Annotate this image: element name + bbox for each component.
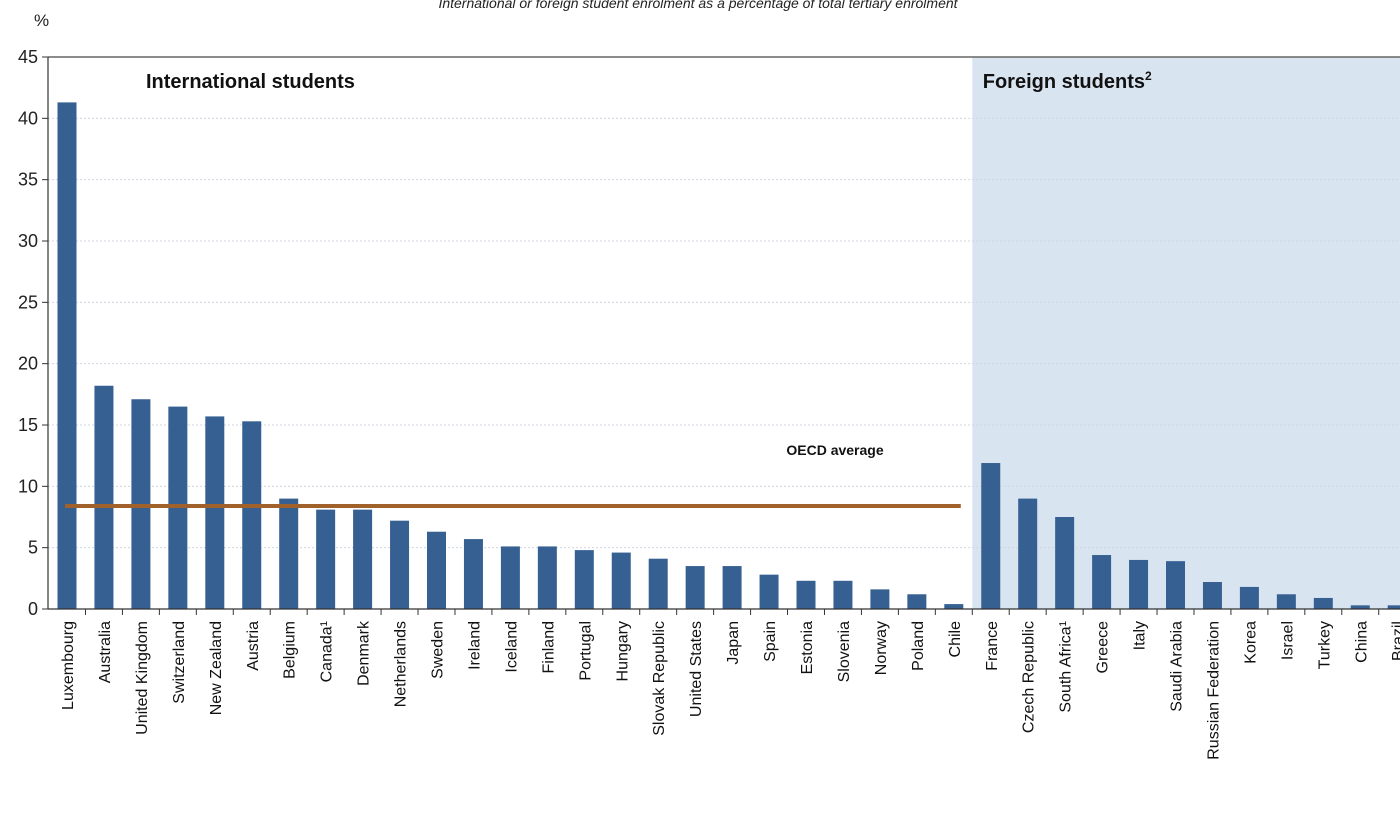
x-tick-label: Netherlands <box>393 621 410 707</box>
bar <box>1166 561 1185 609</box>
x-tick-label: Brazil <box>1390 621 1400 661</box>
x-tick-label: China <box>1353 621 1370 663</box>
y-tick-label: 35 <box>18 170 38 190</box>
bar <box>1129 559 1149 609</box>
bar <box>722 566 742 609</box>
bar <box>907 594 927 609</box>
y-tick-label: 0 <box>28 599 38 619</box>
foreign-students-shade <box>972 57 1400 609</box>
x-tick-label: Sweden <box>430 621 447 679</box>
x-tick-label: Greece <box>1095 621 1112 674</box>
x-tick-label: Korea <box>1242 621 1259 664</box>
bar <box>427 531 446 609</box>
bar <box>759 574 779 609</box>
chart-subtitle: International or foreign student enrolme… <box>438 0 958 11</box>
bar <box>316 509 336 609</box>
bar <box>1092 555 1112 609</box>
x-tick-label: Austria <box>245 621 262 671</box>
bar <box>648 558 668 609</box>
bar <box>574 550 594 609</box>
x-tick-label: Spain <box>762 621 779 662</box>
bar <box>1313 597 1333 609</box>
bar <box>205 416 225 609</box>
bar <box>500 546 520 609</box>
x-tick-label: Chile <box>947 621 964 658</box>
x-tick-label: Slovenia <box>836 621 853 682</box>
bar <box>944 604 964 609</box>
y-tick-label: 15 <box>18 415 38 435</box>
x-tick-label: Israel <box>1279 621 1296 660</box>
x-tick-label: New Zealand <box>208 621 225 715</box>
x-tick-label: United Kingdom <box>134 621 151 735</box>
y-tick-label: 20 <box>18 354 38 374</box>
x-tick-label: Denmark <box>356 620 373 686</box>
bar <box>833 580 853 609</box>
bar <box>94 385 114 609</box>
x-tick-label: United States <box>688 621 705 717</box>
y-tick-label: 5 <box>28 538 38 558</box>
x-tick-label: Portugal <box>577 621 594 681</box>
bar <box>981 463 1001 609</box>
footnote-marker: 2 <box>1145 69 1152 83</box>
bar <box>242 421 262 609</box>
bar <box>796 580 816 609</box>
x-tick-label: Australia <box>97 621 114 683</box>
bar <box>1387 605 1400 609</box>
x-tick-label: South Africa¹ <box>1058 621 1075 713</box>
bar <box>611 552 631 609</box>
x-tick-label: Italy <box>1132 621 1149 650</box>
bar <box>1350 605 1370 609</box>
y-tick-label: 25 <box>18 292 38 312</box>
x-tick-label: Czech Republic <box>1021 621 1038 733</box>
bar <box>1018 498 1038 609</box>
bar <box>353 509 373 609</box>
x-tick-label: Estonia <box>799 621 816 674</box>
oecd-average-label: OECD average <box>786 442 883 458</box>
x-tick-label: Iceland <box>503 621 520 673</box>
bar <box>1055 517 1075 609</box>
x-tick-label: Finland <box>540 621 557 673</box>
bar <box>1276 594 1296 609</box>
x-tick-label: Belgium <box>282 621 299 679</box>
x-tick-label: Canada¹ <box>319 621 336 682</box>
foreign-students-label: Foreign students2 <box>983 69 1152 93</box>
y-tick-label: 30 <box>18 231 38 251</box>
international-students-label: International students <box>146 71 355 93</box>
bar <box>870 589 890 609</box>
bar <box>1239 586 1259 609</box>
bar <box>390 520 410 609</box>
y-tick-label: 45 <box>18 47 38 67</box>
y-tick-label: 10 <box>18 476 38 496</box>
x-tick-label: Hungary <box>614 621 631 681</box>
bar <box>537 546 557 609</box>
x-tick-label: Turkey <box>1316 621 1333 669</box>
x-tick-label: Japan <box>725 621 742 665</box>
x-tick-label: Luxembourg <box>60 621 77 710</box>
x-tick-label: Russian Federation <box>1205 621 1222 760</box>
x-tick-label: Slovak Republic <box>651 621 668 736</box>
bar <box>1202 582 1222 609</box>
bar <box>463 539 483 609</box>
bar <box>685 566 705 609</box>
x-tick-label: Norway <box>873 621 890 675</box>
x-tick-label: Switzerland <box>171 621 188 704</box>
bar <box>279 498 299 609</box>
bar <box>57 102 77 610</box>
x-tick-label: Saudi Arabia <box>1169 621 1186 712</box>
x-tick-label: Poland <box>910 621 927 671</box>
x-tick-label: Ireland <box>466 621 483 670</box>
x-tick-label: France <box>984 621 1001 671</box>
y-axis-unit: % <box>34 11 49 30</box>
y-tick-label: 40 <box>18 108 38 128</box>
